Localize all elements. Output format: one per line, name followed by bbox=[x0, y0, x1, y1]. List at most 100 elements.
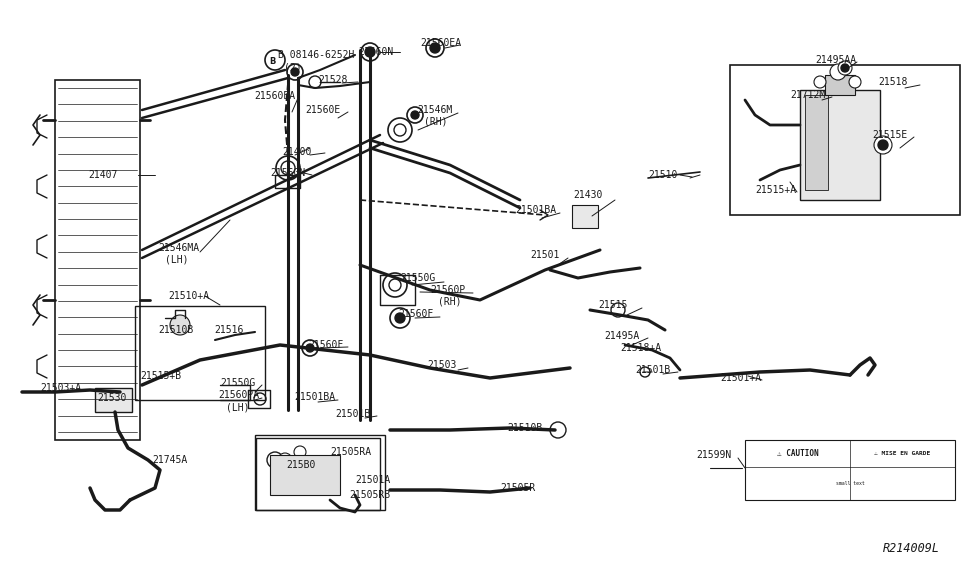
Text: 21501+A: 21501+A bbox=[720, 373, 761, 383]
Text: 21515E: 21515E bbox=[872, 130, 908, 140]
Bar bbox=[825, 75, 855, 95]
Circle shape bbox=[407, 107, 423, 123]
Bar bbox=[55, 80, 140, 440]
Circle shape bbox=[394, 124, 406, 136]
Text: 21515+B: 21515+B bbox=[140, 371, 181, 381]
Text: 21510: 21510 bbox=[648, 170, 678, 180]
Text: 21505RB: 21505RB bbox=[349, 490, 390, 500]
Circle shape bbox=[841, 64, 849, 72]
Circle shape bbox=[294, 446, 306, 458]
Text: 21510B: 21510B bbox=[507, 423, 542, 433]
Text: 21430: 21430 bbox=[573, 190, 603, 200]
Circle shape bbox=[389, 279, 401, 291]
Text: 21510B: 21510B bbox=[158, 325, 193, 335]
Text: ⚠ MISE EN GARDE: ⚠ MISE EN GARDE bbox=[875, 451, 930, 456]
Text: 21495AA: 21495AA bbox=[815, 55, 856, 65]
Text: 21501BA: 21501BA bbox=[294, 392, 335, 402]
Text: 21546M: 21546M bbox=[417, 105, 452, 115]
Circle shape bbox=[878, 140, 888, 150]
Circle shape bbox=[276, 156, 300, 180]
Text: 21505R: 21505R bbox=[500, 483, 535, 493]
Text: 21501BA: 21501BA bbox=[515, 205, 556, 215]
Text: 21528: 21528 bbox=[318, 75, 347, 85]
Bar bbox=[95, 388, 132, 412]
Text: 21503: 21503 bbox=[427, 360, 456, 370]
Text: 21518+A: 21518+A bbox=[620, 343, 661, 353]
Circle shape bbox=[388, 118, 412, 142]
Bar bbox=[255, 435, 385, 510]
Text: 21712M: 21712M bbox=[790, 90, 825, 100]
Circle shape bbox=[426, 39, 444, 57]
Circle shape bbox=[170, 315, 190, 335]
Circle shape bbox=[267, 452, 283, 468]
Text: (2): (2) bbox=[284, 62, 301, 72]
Text: 21501B: 21501B bbox=[335, 409, 370, 419]
Circle shape bbox=[281, 161, 295, 175]
Circle shape bbox=[640, 367, 650, 377]
Text: (LH): (LH) bbox=[165, 255, 188, 265]
Text: 21560P: 21560P bbox=[430, 285, 465, 295]
Text: B: B bbox=[269, 58, 275, 66]
Text: 21560F: 21560F bbox=[308, 340, 343, 350]
Text: 21501A: 21501A bbox=[355, 475, 390, 485]
Bar bbox=[730, 65, 960, 215]
Circle shape bbox=[849, 76, 861, 88]
Text: 21550G: 21550G bbox=[220, 378, 255, 388]
Circle shape bbox=[390, 308, 410, 328]
Circle shape bbox=[254, 393, 266, 405]
Circle shape bbox=[306, 344, 314, 352]
Text: 21503+A: 21503+A bbox=[40, 383, 81, 393]
Text: (RH): (RH) bbox=[438, 297, 461, 307]
Text: (LH): (LH) bbox=[226, 402, 250, 412]
Circle shape bbox=[550, 422, 566, 438]
Text: 21560PA: 21560PA bbox=[218, 390, 259, 400]
Text: 21516: 21516 bbox=[214, 325, 244, 335]
Bar bbox=[745, 440, 955, 500]
Text: 21560N: 21560N bbox=[358, 47, 393, 57]
Bar bbox=[270, 455, 340, 495]
Text: 215B0: 215B0 bbox=[286, 460, 315, 470]
Circle shape bbox=[830, 64, 846, 80]
Circle shape bbox=[365, 47, 375, 57]
Text: B 08146-6252H: B 08146-6252H bbox=[278, 50, 354, 60]
Bar bbox=[572, 205, 598, 228]
Bar bbox=[805, 95, 828, 190]
Text: 21510+A: 21510+A bbox=[168, 291, 209, 301]
Text: (RH): (RH) bbox=[424, 117, 448, 127]
Text: 21560N: 21560N bbox=[270, 168, 305, 178]
Circle shape bbox=[814, 76, 826, 88]
Circle shape bbox=[838, 61, 852, 75]
Text: 21505RA: 21505RA bbox=[330, 447, 371, 457]
Text: small text: small text bbox=[836, 481, 865, 486]
Text: 21515+A: 21515+A bbox=[755, 185, 797, 195]
Circle shape bbox=[430, 43, 440, 53]
Text: 21518: 21518 bbox=[878, 77, 908, 87]
Text: 21560E: 21560E bbox=[305, 105, 340, 115]
Circle shape bbox=[361, 43, 379, 61]
Text: ⚠ CAUTION: ⚠ CAUTION bbox=[777, 449, 818, 458]
Text: 21560EA: 21560EA bbox=[420, 38, 461, 48]
Circle shape bbox=[291, 68, 299, 76]
Bar bbox=[800, 90, 880, 200]
Bar bbox=[135, 306, 265, 400]
Text: 21407: 21407 bbox=[88, 170, 117, 180]
Circle shape bbox=[271, 456, 279, 464]
Circle shape bbox=[874, 136, 892, 154]
Text: 21400: 21400 bbox=[282, 147, 311, 157]
Text: 21501: 21501 bbox=[530, 250, 560, 260]
Circle shape bbox=[302, 340, 318, 356]
Text: 21515: 21515 bbox=[598, 300, 627, 310]
Text: 21550G: 21550G bbox=[400, 273, 435, 283]
Text: 21546MA: 21546MA bbox=[158, 243, 199, 253]
Circle shape bbox=[411, 111, 419, 119]
Text: 21560EA: 21560EA bbox=[254, 91, 295, 101]
Text: 21530: 21530 bbox=[97, 393, 127, 403]
Text: 21501B: 21501B bbox=[635, 365, 670, 375]
Bar bbox=[256, 438, 380, 510]
Circle shape bbox=[611, 303, 625, 317]
Circle shape bbox=[395, 313, 405, 323]
Text: R214009L: R214009L bbox=[883, 542, 940, 555]
Circle shape bbox=[383, 273, 407, 297]
Text: 21599N: 21599N bbox=[696, 450, 731, 460]
Circle shape bbox=[287, 64, 303, 80]
